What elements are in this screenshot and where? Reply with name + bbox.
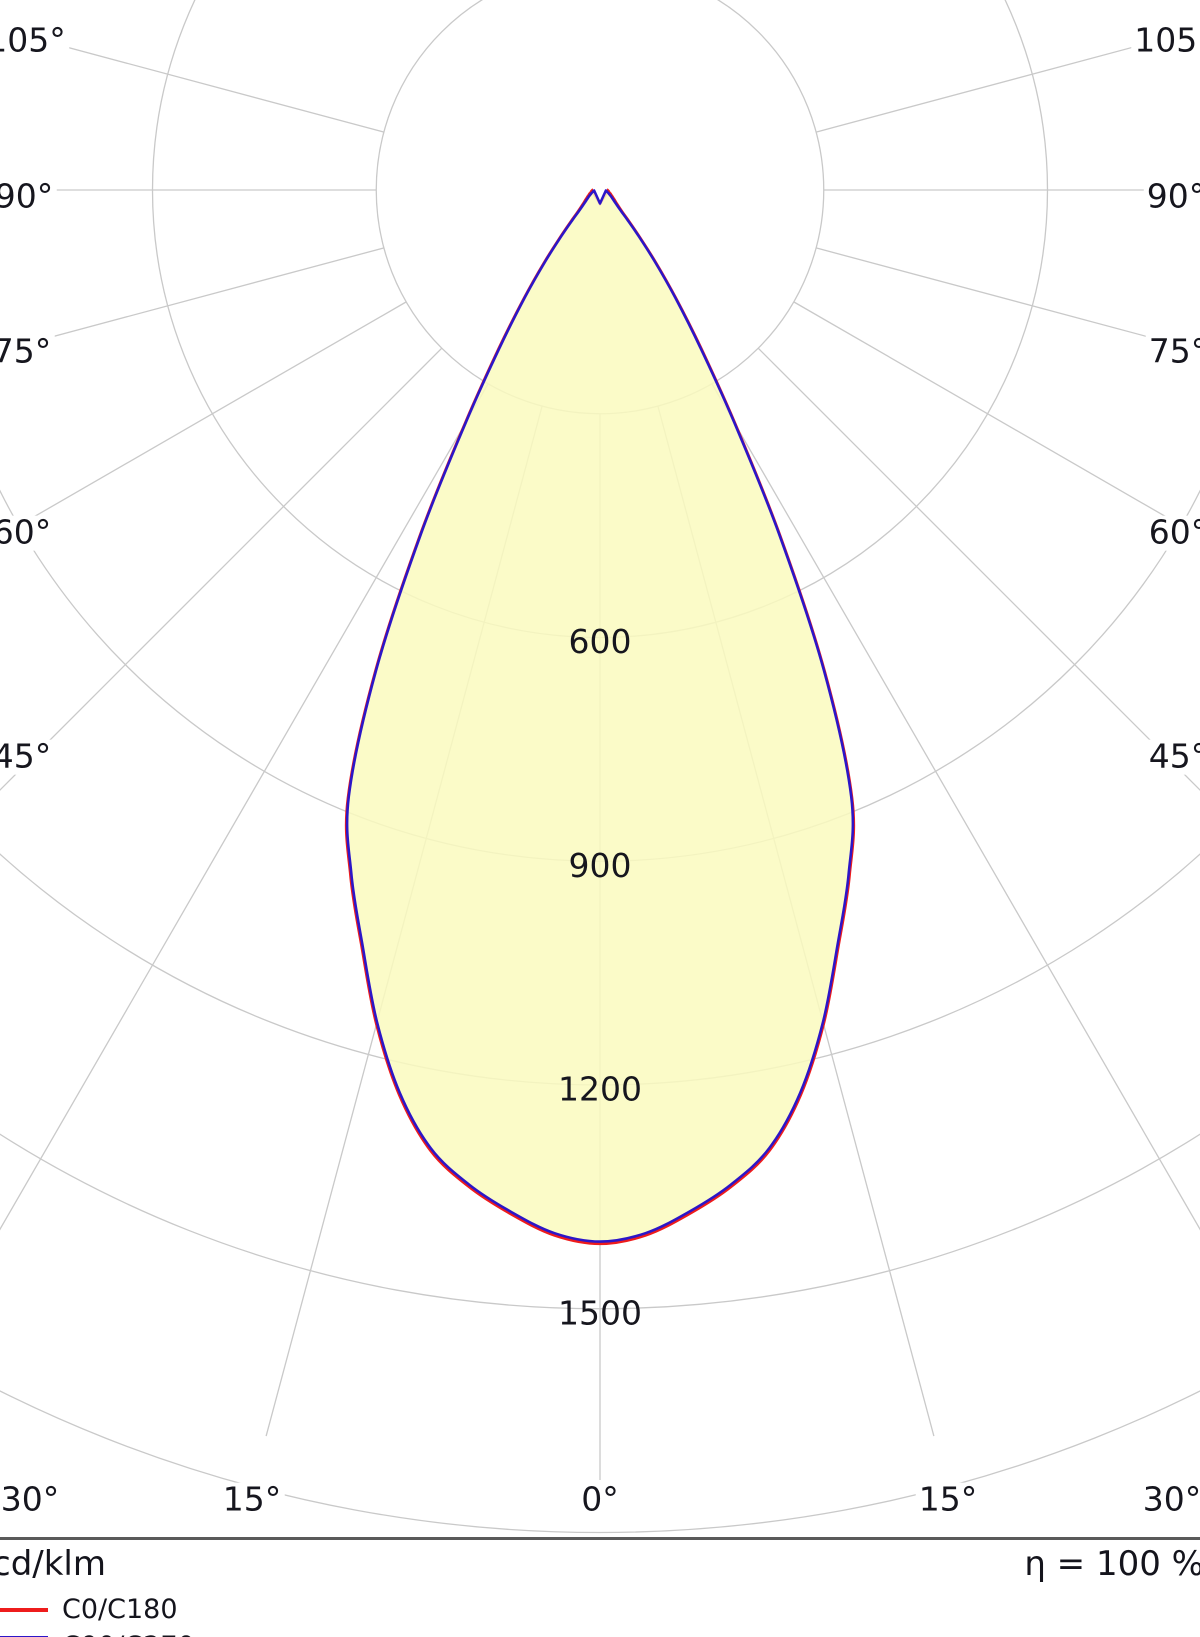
ring-label-1500: 1500 xyxy=(558,1293,642,1332)
legend-label: C0/C180 xyxy=(62,1594,178,1625)
ring-label-900: 900 xyxy=(569,846,632,885)
unit-label: cd/klm xyxy=(0,1544,106,1584)
angle-label-bottom-30deg: 30° xyxy=(1139,1482,1200,1518)
grid-radial-L60 xyxy=(0,301,407,538)
grid-radial-R30 xyxy=(711,383,1200,1231)
angle-label-right-105deg: 105° xyxy=(1131,23,1200,59)
grid-radial-R60 xyxy=(793,301,1200,538)
footer-separator-line xyxy=(0,1537,1200,1540)
grid-radial-L75 xyxy=(0,247,385,352)
ring-label-1200: 1200 xyxy=(558,1070,642,1109)
angle-label-left-45deg: 45° xyxy=(0,739,55,775)
angle-label-right-90deg: 90° xyxy=(1143,179,1200,215)
grid-radial-R105 xyxy=(815,28,1200,133)
grid-radial-L105 xyxy=(0,28,385,133)
angle-label-left-90deg: 90° xyxy=(0,179,57,215)
grid-radial-L45 xyxy=(0,347,443,791)
grid-radial-L30 xyxy=(0,383,489,1231)
angle-label-bottom-30deg: 30° xyxy=(0,1482,63,1518)
legend-row-C90-C270: C90/C270 xyxy=(0,1631,600,1637)
efficiency-label: η = 100 % xyxy=(1024,1544,1200,1584)
polar-chart: 600 900 1200 1500 xyxy=(0,0,1200,1533)
grid-ring-1800 xyxy=(0,1390,1200,1533)
legend-row-C0-C180: C0/C180 xyxy=(0,1594,600,1625)
angle-label-left-105deg: 105° xyxy=(0,23,69,59)
legend-label: C90/C270 xyxy=(62,1631,195,1637)
curve-c90-c270 xyxy=(345,189,855,1243)
grid-radial-R75 xyxy=(815,247,1200,352)
angle-label-bottom-0deg: 0° xyxy=(578,1482,622,1518)
legend: C0/C180 C90/C270 xyxy=(0,1594,600,1637)
legend-line-swatch xyxy=(0,1607,48,1612)
angle-label-bottom-15deg: 15° xyxy=(915,1482,981,1518)
angle-label-right-75deg: 75° xyxy=(1145,334,1200,370)
angle-label-bottom-15deg: 15° xyxy=(219,1482,285,1518)
ring-label-600: 600 xyxy=(569,622,632,661)
angle-label-left-75deg: 75° xyxy=(0,334,55,370)
legend-line-swatch xyxy=(0,1635,48,1637)
angle-label-right-60deg: 60° xyxy=(1145,515,1200,551)
angle-label-left-60deg: 60° xyxy=(0,515,55,551)
angle-label-right-45deg: 45° xyxy=(1145,739,1200,775)
grid-radial-R45 xyxy=(757,347,1200,791)
